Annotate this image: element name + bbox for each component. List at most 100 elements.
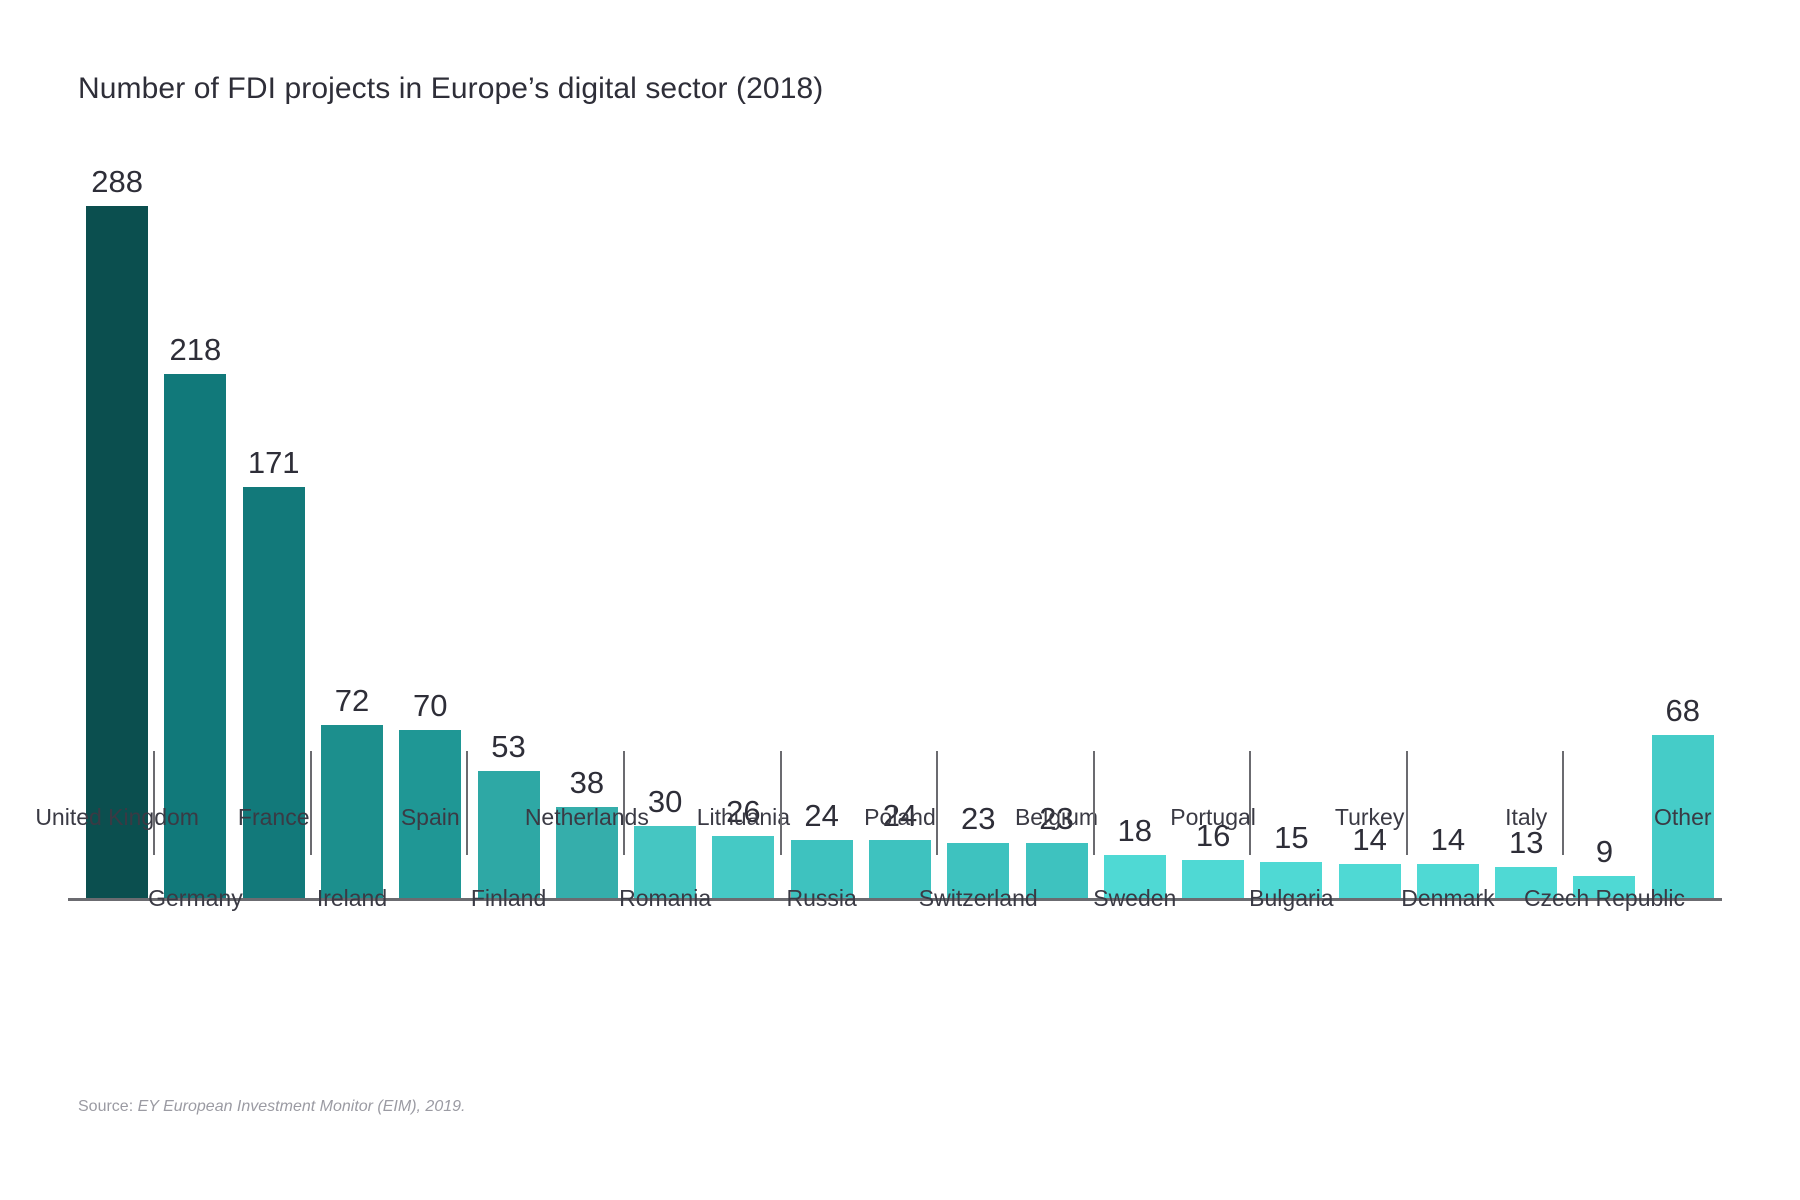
bar-group: 24 (783, 150, 861, 898)
x-axis-label: Netherlands (524, 804, 649, 830)
bar-group: 16 (1174, 150, 1252, 898)
bar-group: 26 (704, 150, 782, 898)
x-label-group: United Kingdom (35, 751, 199, 981)
bar-group: 9 (1565, 150, 1643, 898)
bar[interactable] (1260, 861, 1323, 898)
bar-value-label: 288 (91, 164, 143, 199)
axis-tick (153, 751, 156, 855)
x-axis-label: Finland (470, 885, 547, 911)
bar[interactable] (1573, 876, 1636, 898)
bar-group: 18 (1096, 150, 1174, 898)
bar-group: 218 (156, 150, 234, 898)
bar-value-label: 24 (804, 798, 839, 834)
x-label-group: Denmark (1401, 751, 1495, 981)
x-label-group: Switzerland (919, 751, 1038, 981)
bar-value-label: 26 (726, 793, 761, 829)
x-label-group: Italy (1487, 751, 1565, 981)
x-axis-label: Turkey (1334, 804, 1405, 830)
axis-tick (1562, 751, 1565, 855)
bar[interactable] (1338, 864, 1401, 898)
x-axis-label: France (237, 804, 310, 830)
axis-tick (309, 751, 312, 855)
x-label-group: Czech Republic (1524, 751, 1685, 981)
bar[interactable] (947, 842, 1010, 898)
x-axis-label: Other (1654, 804, 1712, 830)
bar[interactable] (399, 729, 462, 898)
bar-value-label: 13 (1508, 824, 1544, 860)
bar-group: 288 (78, 150, 156, 898)
x-axis-label: Poland (864, 804, 936, 830)
x-axis-label: Czech Republic (1523, 885, 1686, 911)
bar[interactable] (868, 840, 931, 898)
bar[interactable] (1495, 866, 1558, 898)
x-label-group: Belgium (1015, 751, 1098, 981)
bar[interactable] (634, 825, 697, 898)
bar[interactable] (1651, 734, 1714, 898)
bar[interactable] (790, 840, 853, 898)
bar-value-label: 9 (1595, 834, 1614, 870)
bar-value-label: 18 (1117, 812, 1153, 848)
x-axis-label: Bulgaria (1249, 885, 1334, 911)
plot-area: 288 218 171 72 70 53 38 30 26 24 24 23 23 18 16 15 14 14 1… (68, 150, 1722, 901)
bar-value-label: 14 (1352, 822, 1387, 858)
axis-tick (936, 751, 939, 855)
bar[interactable] (477, 770, 540, 898)
bar-group: 24 (861, 150, 939, 898)
axis-tick (1092, 751, 1095, 855)
bar-group: 14 (1409, 150, 1487, 898)
x-axis-label: Germany (148, 885, 243, 911)
bar-value-label: 218 (169, 332, 222, 368)
x-axis-label: Russia (786, 885, 857, 911)
bar-value-label: 24 (882, 798, 918, 834)
x-label-group: Spain (391, 751, 469, 981)
x-label-group: France (235, 751, 313, 981)
bar[interactable] (1025, 842, 1088, 898)
bar-group: 72 (313, 150, 391, 898)
bar-group: 68 (1644, 150, 1722, 898)
x-axis-label: Switzerland (918, 885, 1038, 911)
bar-group: 70 (391, 150, 469, 898)
axis-tick (466, 751, 469, 855)
x-axis-label: Italy (1505, 804, 1548, 830)
bar-group: 23 (939, 150, 1017, 898)
bar[interactable] (1182, 859, 1245, 898)
bar-value-label: 72 (334, 683, 370, 718)
chart-title: Number of FDI projects in Europe’s digit… (78, 72, 824, 105)
x-axis-label: Belgium (1014, 804, 1099, 830)
bar-series: 288 218 171 72 70 53 38 30 26 24 24 23 23 18 16 15 14 14 1… (78, 150, 1722, 898)
x-label-group: Germany (148, 751, 243, 981)
x-axis-labels: United Kingdom Germany France Ireland Spain F… (35, 751, 1722, 981)
x-label-group: Bulgaria (1249, 751, 1334, 981)
axis-tick (622, 751, 625, 855)
bar[interactable] (1103, 854, 1166, 898)
axis-tick (1405, 751, 1408, 855)
bar-value-label: 70 (413, 687, 448, 723)
bar-value-label: 38 (569, 764, 605, 800)
x-label-group: Netherlands (525, 751, 649, 981)
bar-group: 30 (626, 150, 704, 898)
x-label-group: Romania (619, 751, 711, 981)
bar-value-label: 16 (1195, 817, 1231, 853)
axis-tick (779, 751, 782, 855)
bar-group: 53 (469, 150, 547, 898)
bar[interactable] (164, 374, 227, 898)
bar[interactable] (712, 835, 775, 898)
x-label-group: Sweden (1092, 751, 1176, 981)
bar[interactable] (1416, 864, 1479, 898)
bar[interactable] (320, 725, 383, 898)
x-axis-label: Denmark (1401, 885, 1495, 911)
bar-group: 13 (1487, 150, 1565, 898)
bar-value-label: 68 (1665, 692, 1700, 728)
bar[interactable] (555, 806, 618, 898)
bar-group: 15 (1252, 150, 1330, 898)
x-axis-line (68, 898, 1722, 901)
x-label-group: Russia (779, 751, 861, 981)
bar[interactable] (86, 206, 149, 898)
bar-value-label: 15 (1274, 819, 1309, 855)
bar[interactable] (242, 487, 305, 898)
source-note: Source: EY European Investment Monitor (… (78, 1098, 465, 1116)
bar-value-label: 53 (491, 728, 526, 764)
bar-group: 171 (235, 150, 313, 898)
x-axis-label: Romania (619, 885, 712, 911)
x-axis-label: United Kingdom (35, 804, 199, 830)
